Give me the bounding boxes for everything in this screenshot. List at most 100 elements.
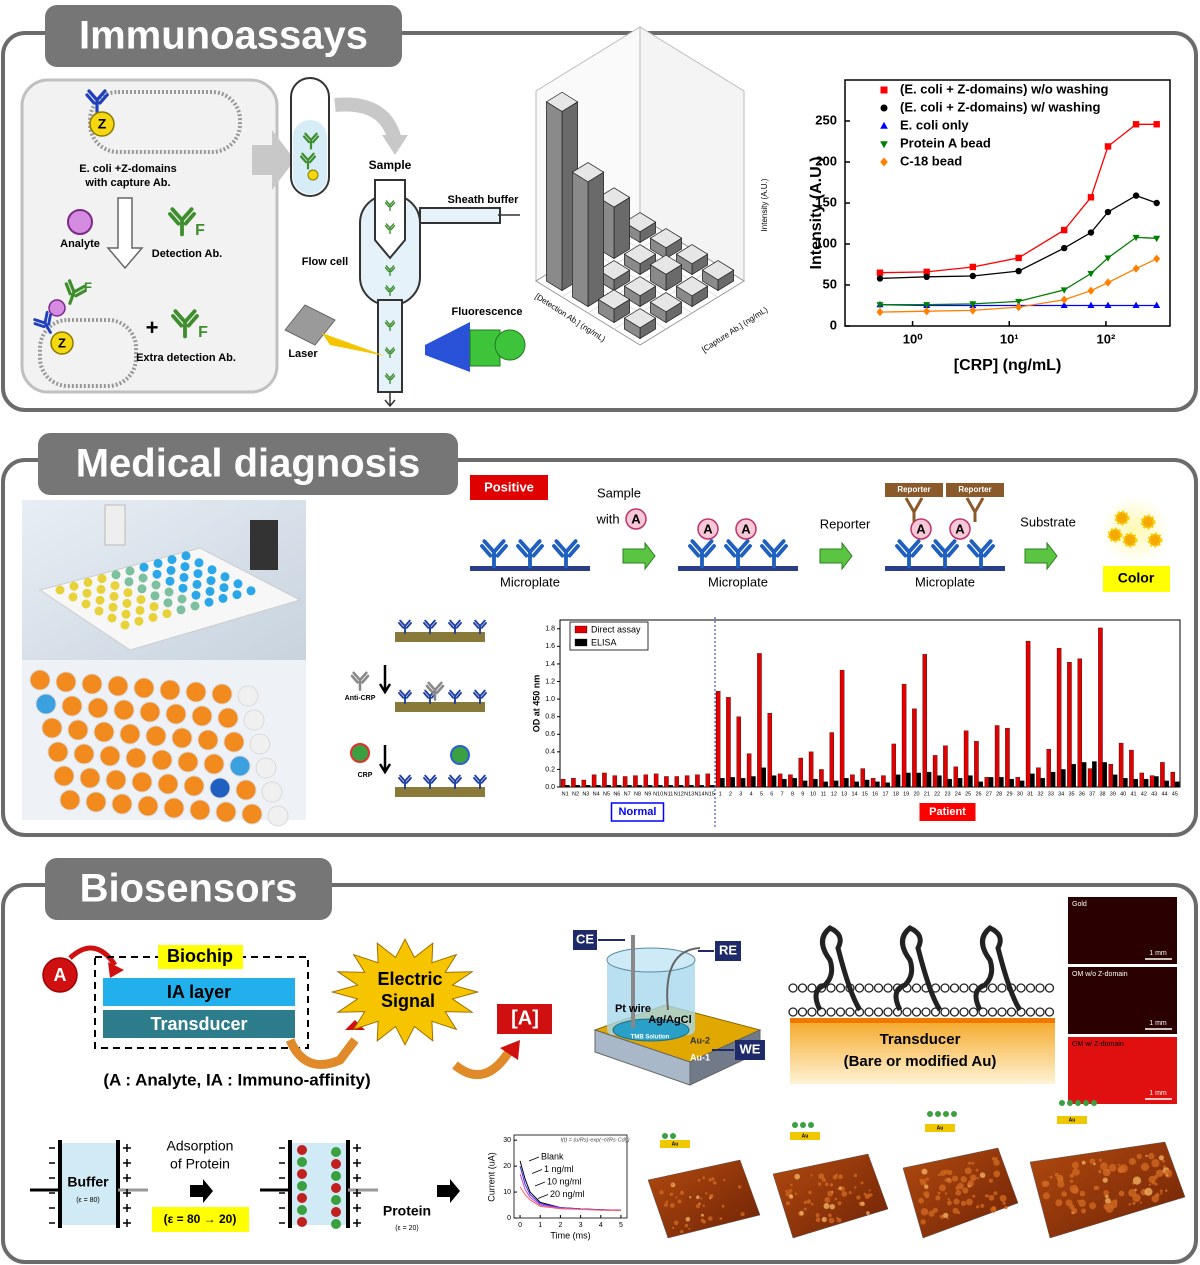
legend-marker bbox=[880, 104, 888, 112]
legend-label: (E. coli + Z-domains) w/ washing bbox=[900, 99, 1100, 114]
reporter bbox=[965, 497, 985, 522]
label: A bbox=[741, 521, 751, 536]
afm-feature bbox=[1093, 1185, 1099, 1191]
afm-feature bbox=[696, 1195, 700, 1200]
y-tick-label: 1.6 bbox=[545, 643, 555, 650]
label: Biochip bbox=[167, 946, 233, 966]
photo-well bbox=[163, 598, 173, 608]
bar bbox=[788, 774, 793, 788]
cell bbox=[38, 318, 138, 388]
lipid bbox=[1035, 983, 1045, 993]
photo-well bbox=[108, 602, 118, 612]
micrograph-label: OM w/o Z-domain bbox=[1072, 971, 1128, 978]
label-pointer bbox=[528, 1156, 540, 1162]
legend-label: C-18 bead bbox=[900, 153, 962, 168]
photo-well bbox=[73, 743, 95, 765]
x-tick-label: 43 bbox=[1151, 791, 1157, 797]
label: A bbox=[703, 521, 713, 536]
x-tick-label: 14 bbox=[851, 791, 857, 797]
arrow bbox=[190, 1179, 213, 1203]
afm-feature bbox=[679, 1190, 685, 1195]
photo-well bbox=[125, 747, 147, 769]
antibody bbox=[425, 681, 445, 701]
legend-label: E. coli only bbox=[900, 117, 969, 132]
x-tick-label: 44 bbox=[1161, 791, 1167, 797]
data-point bbox=[1060, 301, 1068, 309]
series-label: 1 ng/ml bbox=[544, 1164, 574, 1174]
crp-molecule bbox=[350, 743, 370, 763]
afm-feature bbox=[827, 1190, 833, 1197]
bar-face bbox=[649, 254, 683, 275]
substrate-label: Au bbox=[802, 1133, 809, 1139]
photo-well bbox=[233, 579, 243, 589]
x-tick-label: 10¹ bbox=[1000, 331, 1019, 346]
photo-well bbox=[219, 583, 229, 593]
photo-well bbox=[136, 595, 146, 605]
data-point bbox=[969, 272, 977, 280]
data-point bbox=[969, 263, 977, 271]
x-tick-label: 21 bbox=[924, 791, 930, 797]
label: Au-2 bbox=[690, 1035, 710, 1045]
bar bbox=[1149, 775, 1155, 788]
bar bbox=[602, 772, 607, 788]
afm-feature bbox=[712, 1181, 717, 1185]
label: Laser bbox=[288, 348, 318, 360]
photo-well bbox=[124, 577, 134, 587]
x-tick-label: N15 bbox=[705, 791, 715, 797]
x-tick-label: 4 bbox=[599, 1222, 603, 1229]
afm-feature bbox=[1069, 1179, 1073, 1183]
afm-feature bbox=[1145, 1154, 1148, 1157]
bead bbox=[307, 169, 319, 181]
legend-label: Direct assay bbox=[591, 624, 641, 634]
substrate-icon bbox=[660, 1140, 690, 1148]
afm-molecule bbox=[1067, 1100, 1073, 1106]
afm-feature bbox=[995, 1157, 998, 1160]
afm-feature bbox=[803, 1200, 807, 1205]
lipid bbox=[864, 983, 874, 993]
tag bbox=[470, 475, 548, 500]
afm-feature bbox=[1056, 1174, 1064, 1182]
equation: I(t) = (u/Rs)·exp(−t/(Rs·Cdl)) bbox=[560, 1137, 629, 1143]
legend-swatch bbox=[574, 625, 588, 634]
afm-feature bbox=[856, 1195, 861, 1200]
afm-feature bbox=[932, 1207, 938, 1213]
photo-well bbox=[151, 580, 161, 590]
afm-feature bbox=[1102, 1177, 1108, 1183]
afm-feature bbox=[821, 1177, 826, 1182]
lipid bbox=[949, 1007, 960, 1017]
x-tick-label: 1 bbox=[719, 791, 722, 797]
substrate-label: Au bbox=[672, 1141, 679, 1147]
afm-feature bbox=[817, 1182, 822, 1186]
tag bbox=[573, 930, 597, 950]
afm-feature bbox=[935, 1195, 941, 1201]
bar bbox=[1118, 742, 1124, 788]
arrow bbox=[252, 130, 295, 190]
afm-feature bbox=[721, 1204, 725, 1208]
label: Microplate bbox=[708, 574, 768, 589]
bar bbox=[616, 785, 622, 788]
protein bbox=[973, 925, 1023, 1012]
bar bbox=[761, 767, 766, 788]
photo-well bbox=[261, 781, 283, 803]
afm-feature bbox=[709, 1193, 714, 1199]
color-particle bbox=[1147, 532, 1163, 548]
afm-feature bbox=[794, 1192, 798, 1195]
afm-feature bbox=[702, 1219, 706, 1224]
afm-feature bbox=[921, 1168, 928, 1175]
analyte-circle bbox=[735, 518, 757, 540]
antibody-label: F bbox=[84, 279, 92, 294]
afm-feature bbox=[836, 1217, 839, 1220]
label: of Protein bbox=[170, 1156, 230, 1172]
protein bbox=[893, 925, 943, 1012]
x-tick-label: 37 bbox=[1089, 791, 1095, 797]
photo-well bbox=[157, 773, 179, 795]
bar bbox=[1170, 771, 1176, 788]
photo-well bbox=[145, 725, 167, 747]
label: A bbox=[955, 521, 965, 536]
x-tick-label: N4 bbox=[593, 791, 600, 797]
data-point bbox=[876, 269, 884, 276]
data-point bbox=[1104, 208, 1112, 216]
label: Signal bbox=[381, 991, 435, 1011]
x-tick-label: N2 bbox=[572, 791, 579, 797]
afm-feature bbox=[719, 1217, 723, 1220]
